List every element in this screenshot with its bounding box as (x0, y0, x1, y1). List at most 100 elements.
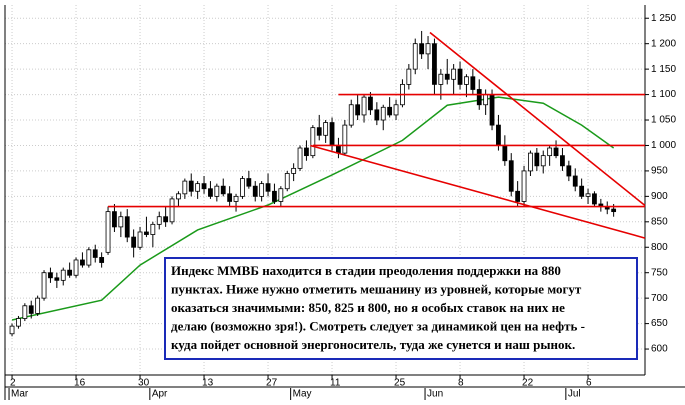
x-tick-label: 25 (394, 378, 406, 389)
candle-body (368, 96, 373, 111)
candle-body (438, 73, 444, 85)
y-tick-label: 1 250 (651, 13, 676, 24)
candle-body (553, 147, 559, 157)
candle-body (60, 269, 66, 281)
candle-body (304, 147, 309, 157)
y-tick-label: 1 150 (651, 64, 676, 75)
candle-body (182, 180, 188, 195)
candle-body (374, 109, 380, 121)
candle-body (419, 43, 425, 55)
candle-body (496, 124, 501, 146)
x-tick-label: 27 (266, 378, 278, 389)
trend-line (310, 144, 646, 239)
annotation-text: делаю (возможно зря!). Смотреть следует … (171, 318, 585, 333)
y-tick-label: 1 000 (651, 140, 676, 151)
candle-body (35, 297, 41, 314)
candle-body (502, 145, 508, 162)
candle-body (534, 152, 540, 167)
candle-body (342, 124, 348, 154)
candle-body (265, 183, 271, 192)
candle-body (348, 104, 354, 126)
month-label: Jul (568, 389, 581, 400)
annotation-text: пунктах. Ниже нужно отметить мешанину из… (171, 281, 582, 296)
candle-body (99, 257, 105, 263)
x-tick-label: 2 (10, 378, 16, 389)
candle-body (54, 277, 60, 281)
candle-body (112, 211, 117, 228)
y-tick-label: 700 (651, 293, 668, 304)
candle-body (483, 94, 489, 106)
x-tick-label: 22 (522, 378, 534, 389)
candle-body (278, 188, 284, 202)
candle-body (105, 211, 111, 253)
x-tick-label: 16 (74, 378, 86, 389)
candle-body (214, 185, 220, 197)
x-tick-label: 13 (202, 378, 214, 389)
annotation-text: оказаться значимыми: 850, 825 и 800, но … (171, 300, 565, 315)
candle-body (156, 216, 162, 225)
candle-body (92, 249, 98, 258)
candle-body (201, 183, 207, 190)
y-tick-label: 600 (651, 344, 668, 355)
candle-body (585, 193, 591, 197)
candle-body (560, 155, 565, 167)
candle-body (393, 104, 399, 116)
y-tick-label: 1 100 (651, 89, 676, 100)
annotation-text: куда пойдет основной энергоноситель, туд… (171, 337, 575, 352)
y-tick-label: 950 (651, 166, 668, 177)
candle-body (316, 127, 322, 136)
candle-body (476, 89, 482, 106)
candle-body (355, 104, 361, 116)
candle-body (188, 180, 194, 192)
y-tick-label: 850 (651, 216, 668, 227)
candle-body (252, 185, 258, 197)
candle-body (579, 185, 585, 197)
y-tick-label: 800 (651, 242, 668, 253)
candle-body (297, 147, 303, 169)
candle-body (80, 259, 85, 266)
candle-body (208, 188, 213, 197)
candle-body (28, 305, 34, 314)
candle-body (323, 122, 329, 136)
annotation-text: Индекс ММВБ находится в стадии преодолен… (171, 263, 561, 278)
y-tick-label: 750 (651, 267, 668, 278)
trend-line (429, 31, 646, 207)
x-tick-label: 30 (138, 378, 150, 389)
candle-body (176, 193, 181, 200)
candle-body (118, 216, 124, 228)
candle-body (566, 165, 572, 177)
candle-body (144, 231, 149, 235)
candle-body (163, 216, 169, 223)
candle-body (387, 106, 393, 116)
candle-body (592, 193, 597, 205)
candle-body (240, 178, 245, 197)
candle-body (246, 178, 252, 187)
moving-average (11, 96, 615, 321)
candle-body (508, 160, 514, 192)
candle-body (73, 259, 79, 276)
candle-body (457, 68, 463, 85)
candle-body (124, 216, 130, 238)
candle-body (361, 96, 367, 116)
candle-body (432, 43, 437, 85)
month-label: Jun (427, 389, 443, 400)
candle-body (329, 122, 335, 146)
candle-body (67, 269, 73, 276)
y-tick-label: 1 200 (651, 38, 676, 49)
candle-body (406, 68, 412, 85)
candle-body (169, 198, 175, 223)
annotation-box (164, 257, 638, 360)
candle-body (220, 185, 226, 195)
candle-body (444, 73, 450, 80)
y-tick-label: 900 (651, 191, 668, 202)
candle-body (259, 183, 265, 197)
candle-body (291, 167, 297, 174)
candle-body (336, 145, 341, 154)
candle-body (464, 76, 469, 85)
candle-body (470, 76, 476, 90)
candle-body (521, 170, 527, 202)
candle-body (572, 175, 578, 187)
candle-body (425, 43, 431, 55)
candle-body (412, 43, 418, 70)
